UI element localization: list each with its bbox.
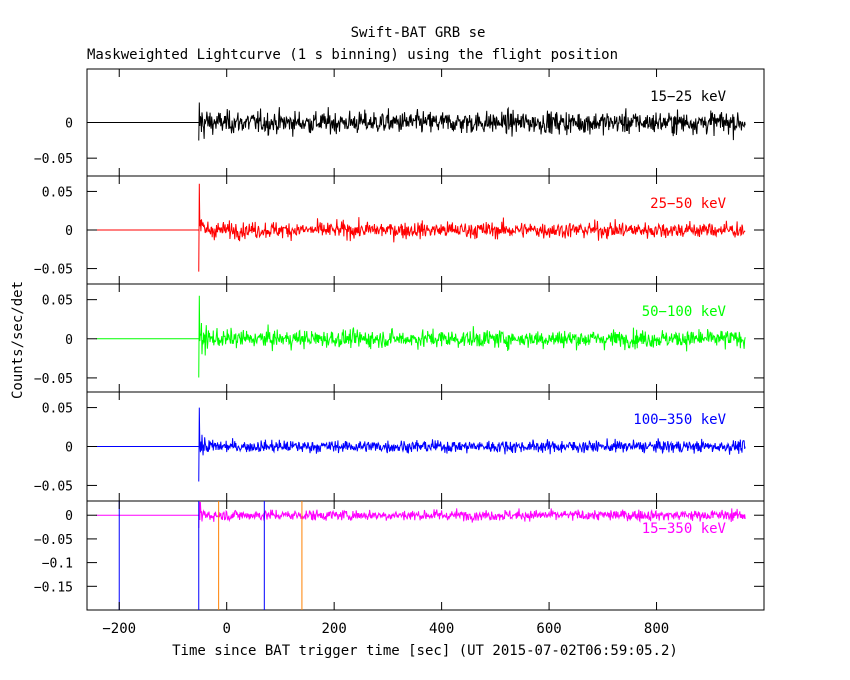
y-tick-label-2-1: 0 [65, 333, 73, 348]
series-line-4 [198, 501, 746, 529]
series-line-0 [198, 102, 746, 141]
y-tick-label-0-1: −0.05 [34, 152, 73, 167]
x-tick-label-5: 800 [644, 621, 669, 637]
y-tick-label-1-1: 0 [65, 224, 73, 239]
band-label-2: 50−100 keV [642, 304, 727, 320]
y-tick-label-3-2: −0.05 [34, 479, 73, 494]
y-tick-label-2-0: 0.05 [42, 294, 73, 309]
y-tick-label-3-0: 0.05 [42, 402, 73, 417]
chart-title: Swift-BAT GRB se [351, 25, 486, 41]
x-tick-label-2: 200 [322, 621, 347, 637]
x-axis-label: Time since BAT trigger time [sec] (UT 20… [172, 643, 678, 659]
band-label-1: 25−50 keV [650, 196, 726, 212]
y-tick-label-2-2: −0.05 [34, 372, 73, 387]
band-label-3: 100−350 keV [633, 412, 726, 428]
series-line-2 [198, 295, 746, 378]
y-tick-label-4-0: 0 [65, 509, 73, 524]
y-tick-label-3-1: 0 [65, 441, 73, 456]
series-line-3 [198, 407, 746, 482]
panel-frame-4 [86, 500, 765, 611]
y-tick-label-1-2: −0.05 [34, 263, 73, 278]
x-tick-label-0: −200 [102, 621, 136, 637]
chart-subtitle: Maskweighted Lightcurve (1 s binning) us… [87, 47, 618, 63]
y-tick-label-4-3: −0.15 [34, 580, 73, 595]
x-tick-label-3: 400 [429, 621, 454, 637]
y-axis-label: Counts/sec/det [10, 281, 26, 399]
y-tick-label-4-1: −0.05 [34, 533, 73, 548]
x-tick-label-4: 600 [536, 621, 561, 637]
y-tick-label-1-0: 0.05 [42, 185, 73, 200]
band-label-4: 15−350 keV [642, 521, 727, 537]
series-line-1 [198, 183, 746, 272]
y-tick-label-0-0: 0 [65, 117, 73, 132]
band-label-0: 15−25 keV [650, 89, 726, 105]
y-tick-label-4-2: −0.1 [42, 557, 73, 572]
x-tick-label-1: 0 [222, 621, 230, 637]
